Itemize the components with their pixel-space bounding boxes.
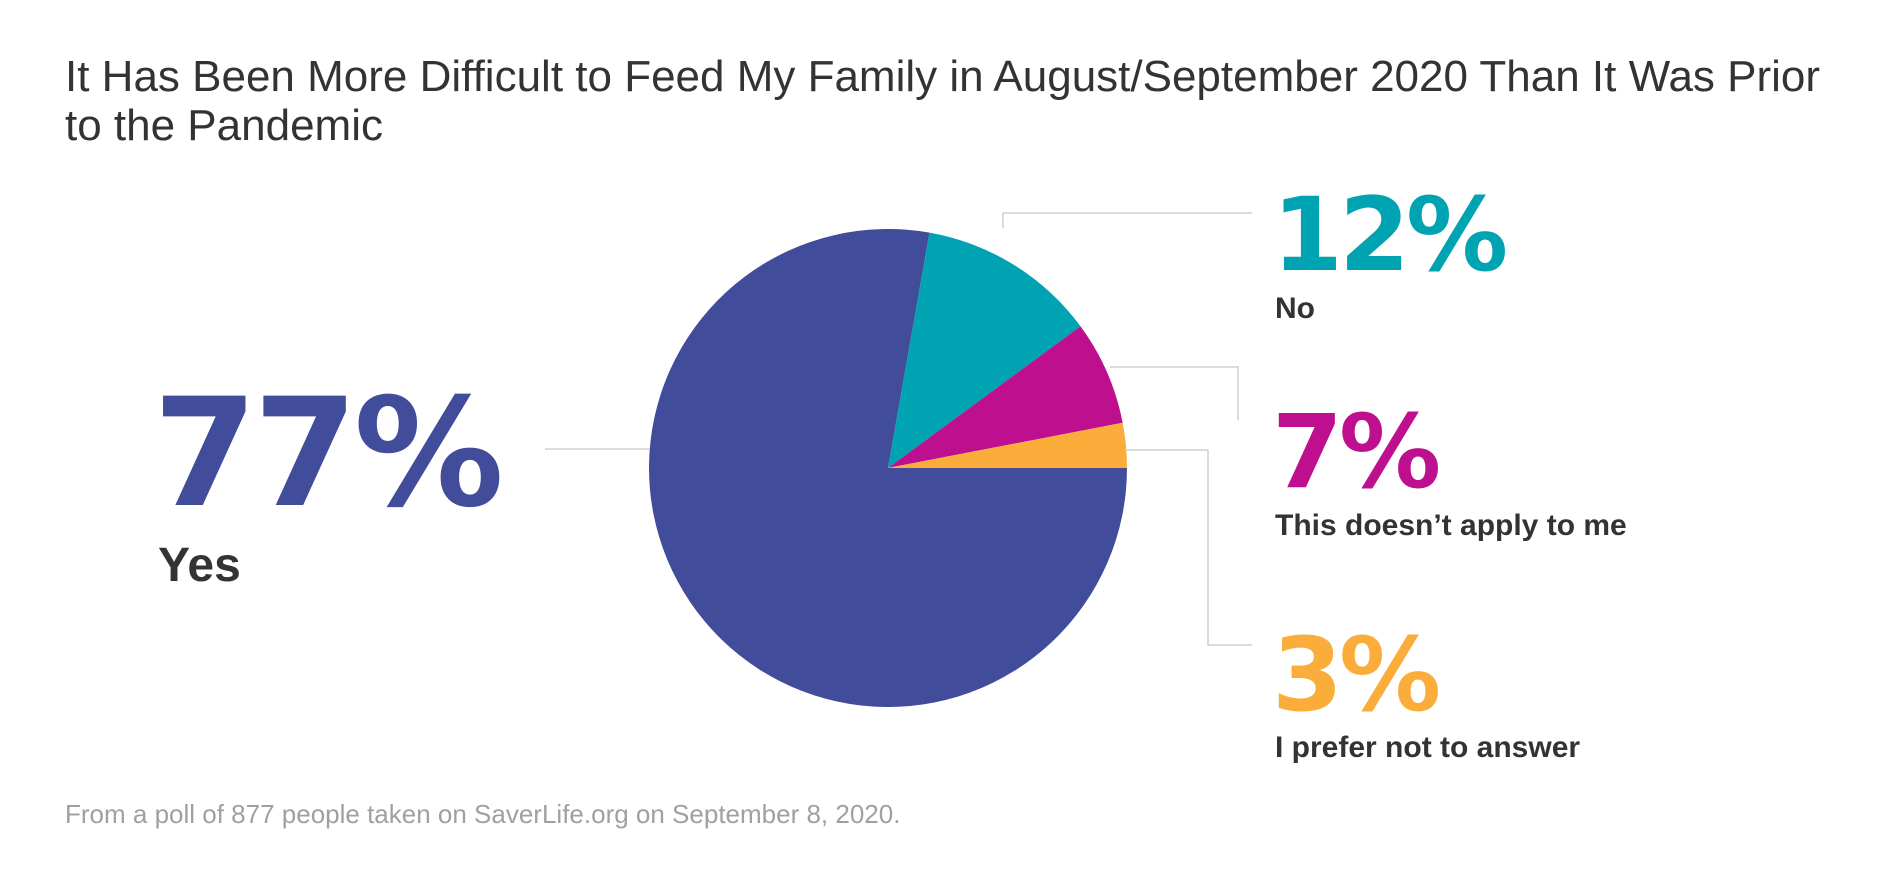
slice-value-not-apply: 7%: [1272, 393, 1438, 512]
leader-line-not-apply: [1110, 366, 1239, 420]
footnote: From a poll of 877 people taken on Saver…: [65, 799, 901, 829]
slice-value-yes: 77%: [153, 367, 500, 541]
slice-value-prefer-not: 3%: [1272, 616, 1438, 735]
slice-label-prefer-not: I prefer not to answer: [1275, 731, 1580, 764]
pie-slice-not-apply: [888, 326, 1123, 468]
slice-value-no: 12%: [1272, 176, 1505, 295]
slice-label-yes: Yes: [158, 539, 241, 592]
leader-line-prefer-not: [1125, 449, 1252, 646]
pie-slice-no: [888, 232, 1081, 468]
slice-label-not-apply: This doesn’t apply to me: [1275, 509, 1627, 542]
leader-lines: [545, 212, 1252, 646]
pie-slices: [649, 228, 1127, 707]
chart-title: It Has Been More Difficult to Feed My Fa…: [65, 52, 1821, 150]
leader-line-no: [1002, 212, 1252, 228]
slice-label-no: No: [1275, 292, 1315, 325]
pie-slice-yes: [649, 228, 1127, 707]
pie-slice-prefer-not: [888, 422, 1127, 468]
